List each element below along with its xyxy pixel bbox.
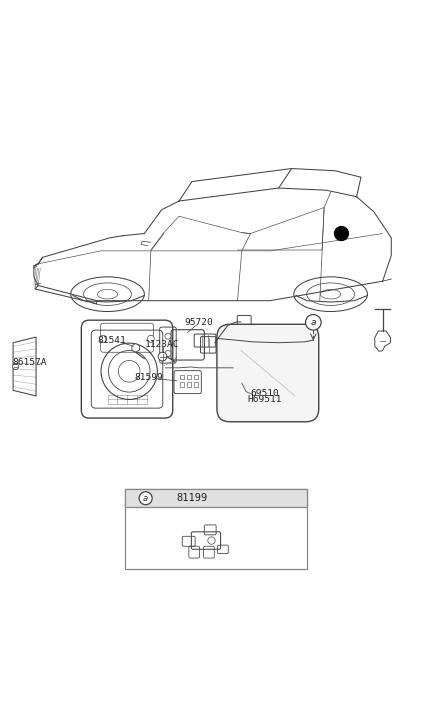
Bar [194,382,198,387]
Text: 69510: 69510 [250,390,279,398]
Circle shape [147,335,154,342]
Circle shape [165,350,171,356]
Circle shape [158,353,167,361]
Text: 81599: 81599 [134,373,163,382]
Text: a: a [143,494,148,503]
Text: H69511: H69511 [248,395,282,404]
Bar [125,489,307,507]
Bar [194,374,198,379]
Text: 86157A: 86157A [12,358,47,366]
Text: a: a [310,318,316,327]
Text: 81199: 81199 [177,493,208,503]
Circle shape [334,227,348,241]
Bar [180,374,184,379]
Circle shape [13,364,19,369]
Circle shape [165,333,171,340]
Circle shape [306,315,321,330]
Circle shape [208,537,215,545]
Bar [187,382,191,387]
Circle shape [139,491,152,505]
FancyBboxPatch shape [217,324,319,422]
Text: 81541: 81541 [98,336,126,345]
Bar [125,489,307,569]
Text: 95720: 95720 [184,318,213,327]
Polygon shape [132,344,140,353]
Bar [187,374,191,379]
Text: 1123AC: 1123AC [144,340,179,350]
Circle shape [100,335,107,342]
Bar [180,382,184,387]
